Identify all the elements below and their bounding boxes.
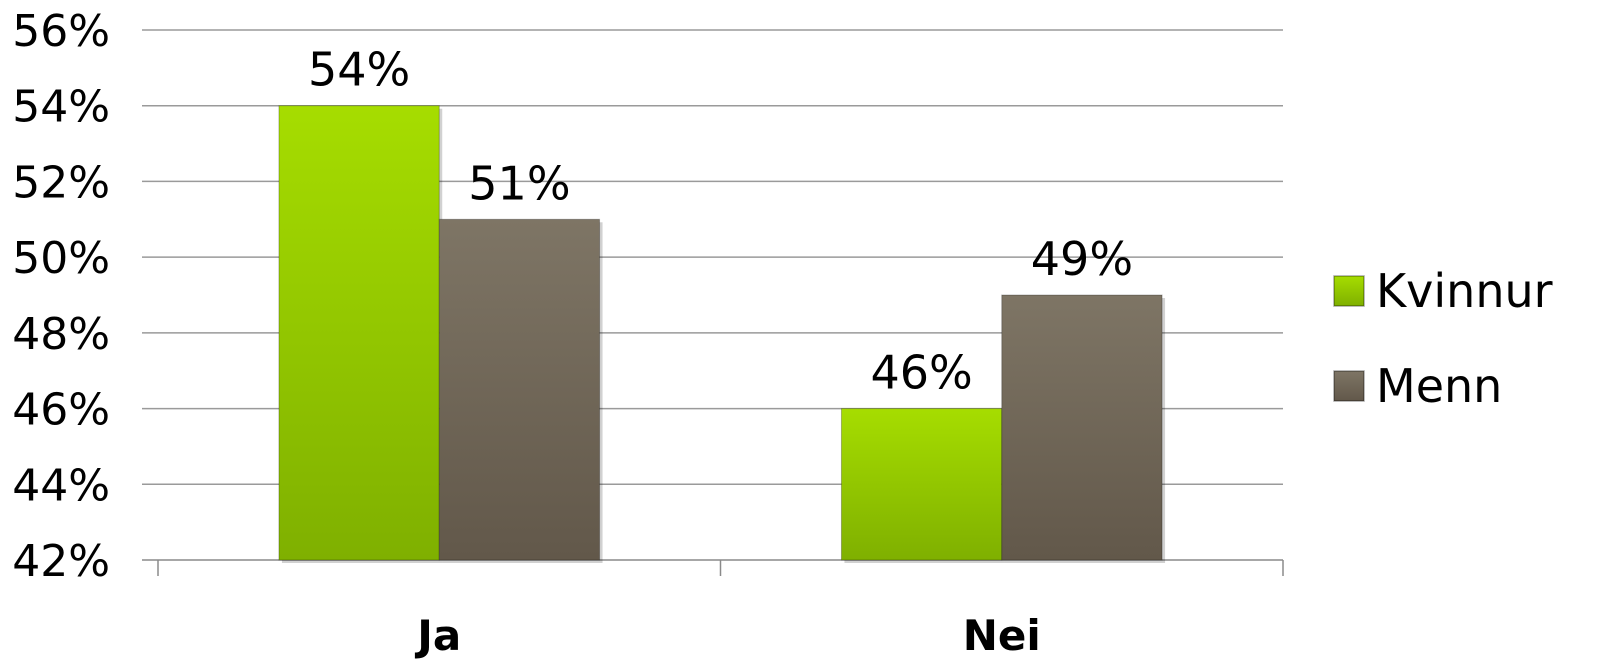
bar-menn-ja [438,218,601,561]
axes: 42% 44% 46% 48% 50% 52% 54% 56% Ja Nei [12,6,1284,660]
x-category-label: Ja [414,611,461,660]
y-tick-label: 52% [12,157,110,208]
y-tick-label: 50% [12,233,110,284]
data-labels: 54% 51% 46% 49% [308,43,1133,400]
y-tick-label: 42% [12,536,110,587]
legend: Kvinnur Menn [1333,264,1553,413]
legend-swatch [1333,275,1365,307]
y-tick-label: 48% [12,309,110,360]
x-category-label: Nei [963,611,1041,660]
data-label: 51% [468,156,570,210]
legend-label: Menn [1376,359,1502,413]
data-label: 54% [308,43,410,97]
bar-menn-nei [1001,294,1163,561]
bar-kvinnur-nei [840,408,1003,561]
y-tick-label: 54% [12,82,110,133]
legend-label: Kvinnur [1376,264,1553,318]
legend-swatch [1333,370,1365,402]
data-label: 49% [1031,232,1133,286]
bars [278,105,1166,564]
y-tick-label: 44% [12,460,110,511]
y-tick-label: 56% [12,6,110,57]
y-tick-label: 46% [12,385,110,436]
data-label: 46% [870,346,972,400]
bar-kvinnur-ja [278,105,440,561]
